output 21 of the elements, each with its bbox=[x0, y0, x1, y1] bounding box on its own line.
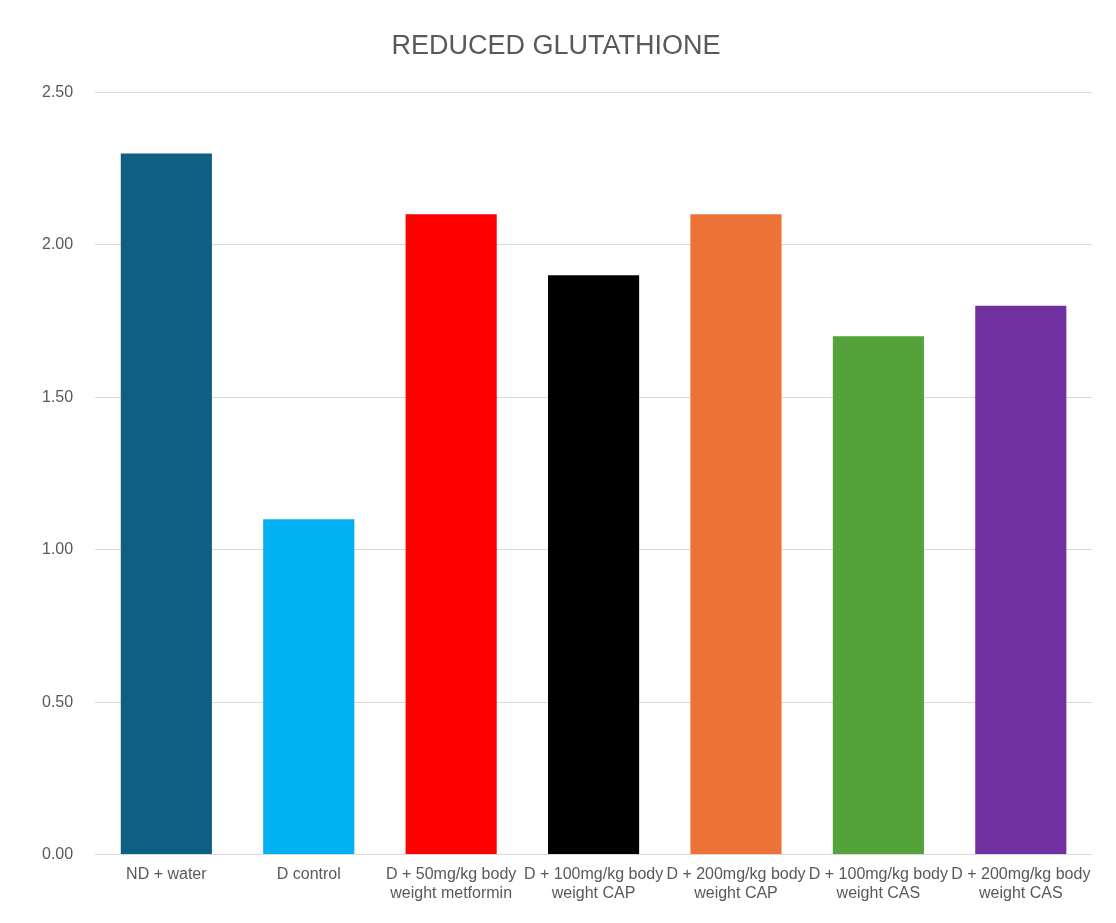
y-tick-label: 2.50 bbox=[42, 82, 74, 100]
x-tick-label: D + 200mg/kg body weight CAP bbox=[666, 864, 806, 901]
chart-title: REDUCED GLUTATHIONE bbox=[391, 29, 721, 60]
bar bbox=[832, 336, 924, 855]
y-tick-label: 0.00 bbox=[42, 845, 74, 863]
y-tick-label: 0.50 bbox=[42, 692, 74, 710]
x-tick-label: D control bbox=[276, 864, 341, 882]
bar bbox=[405, 214, 497, 855]
bar bbox=[120, 153, 212, 855]
y-tick-label: 2.00 bbox=[42, 235, 74, 253]
x-tick-label: D + 50mg/kg body weight metformin bbox=[386, 864, 517, 901]
y-tick-label: 1.50 bbox=[42, 387, 74, 405]
x-tick-label: D + 200mg/kg body weight CAS bbox=[951, 864, 1091, 901]
bar bbox=[690, 214, 782, 855]
x-tick-label: D + 100mg/kg body weight CAS bbox=[808, 864, 948, 901]
bar bbox=[975, 305, 1067, 855]
bar bbox=[548, 275, 640, 855]
y-tick-label: 1.00 bbox=[42, 540, 74, 558]
x-tick-label: D + 100mg/kg body weight CAP bbox=[523, 864, 664, 901]
bar bbox=[263, 519, 355, 855]
x-tick-label: ND + water bbox=[126, 864, 208, 882]
